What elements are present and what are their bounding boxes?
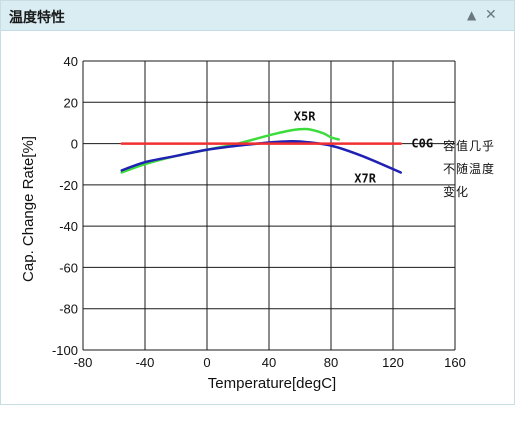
panel-titlebar: 温度特性 ▲ ✕ <box>1 1 514 31</box>
x-tick-label: -40 <box>136 355 155 370</box>
series-labels: X5R X7R C0G <box>294 110 433 186</box>
annotation-line-2: 不随温度 <box>443 161 495 176</box>
x-axis-label: Temperature[degC] <box>208 375 336 392</box>
series-lines <box>120 127 402 174</box>
series-label-c0g: C0G <box>411 137 433 151</box>
y-tick-label: -40 <box>59 219 78 234</box>
x-tick-label: 80 <box>324 355 338 370</box>
y-tick-label: -60 <box>59 260 78 275</box>
close-icon[interactable]: ✕ <box>485 7 497 23</box>
y-tick-label: -100 <box>52 343 78 358</box>
chart-panel: 温度特性 ▲ ✕ <box>0 0 515 405</box>
panel-title: 温度特性 <box>9 10 65 26</box>
y-tick-label: -80 <box>59 302 78 317</box>
series-line-x7r <box>120 139 402 174</box>
y-tick-label: 40 <box>64 54 78 69</box>
annotation-line-1: 容值几乎 <box>443 138 495 153</box>
collapse-icon[interactable]: ▲ <box>467 8 477 22</box>
series-label-x5r: X5R <box>294 110 316 124</box>
x-tick-label: 0 <box>203 355 210 370</box>
grid <box>82 60 456 351</box>
series-label-x7r: X7R <box>354 172 376 186</box>
x-tick-label: 40 <box>262 355 276 370</box>
y-tick-label: 20 <box>64 95 78 110</box>
x-tick-label: -80 <box>74 355 93 370</box>
series-line-x5r <box>120 127 340 174</box>
y-tick-label: 0 <box>71 137 78 152</box>
x-tick-label: 120 <box>382 355 404 370</box>
y-axis-label: Cap. Change Rate[%] <box>20 136 37 282</box>
x-tick-label: 160 <box>444 355 466 370</box>
y-tick-label: -20 <box>59 178 78 193</box>
annotation-line-3: 变化 <box>443 184 469 199</box>
